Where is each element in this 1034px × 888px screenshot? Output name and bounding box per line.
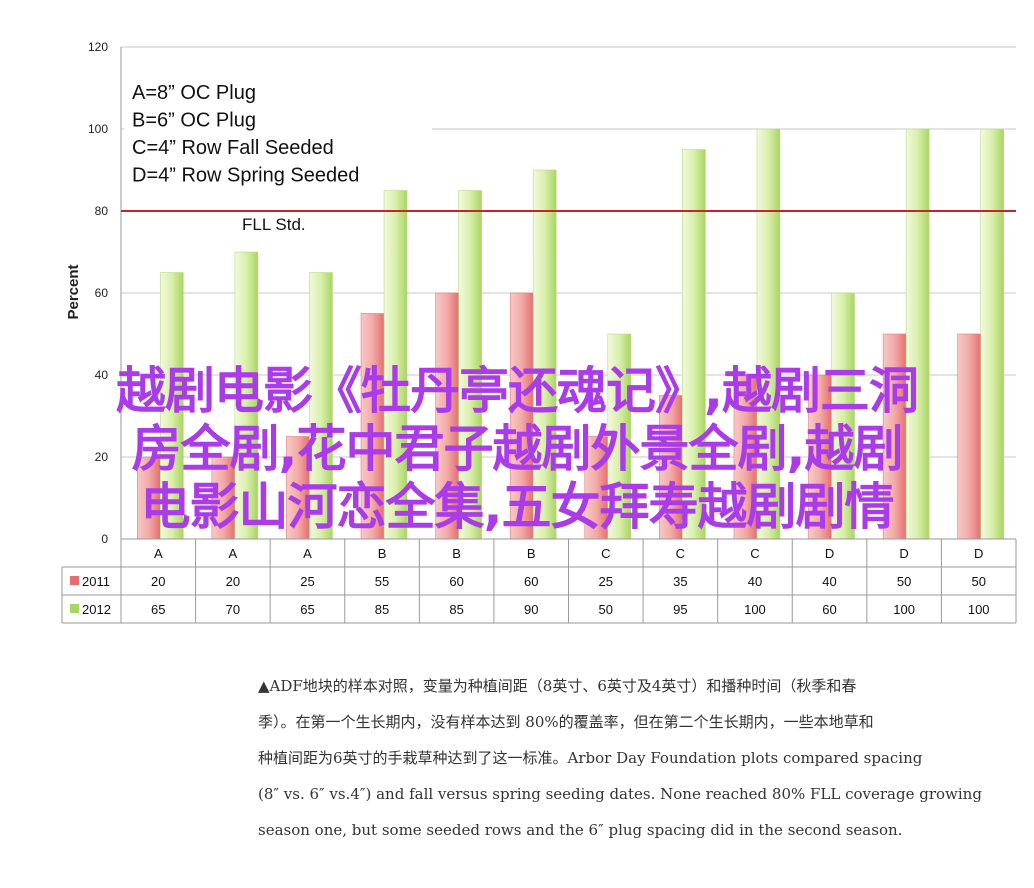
overlay-line: 越剧电影《牡丹亭还魂记》,越剧三洞	[116, 362, 919, 420]
legend-label-2012: 2012	[82, 602, 111, 617]
y-tick-label: 0	[101, 532, 108, 546]
x-tick-label: A	[154, 546, 163, 561]
x-tick-label: A	[229, 546, 238, 561]
figure-caption: ▲ADF地块的样本对照，变量为种植间距（8英寸、6英寸及4英寸）和播种时间（秋季…	[258, 668, 1018, 848]
x-tick-label: D	[899, 546, 908, 561]
data-label: 20	[151, 574, 165, 589]
legend-swatch-2012	[70, 604, 79, 613]
data-label: 60	[449, 574, 463, 589]
fll-standard-label: FLL Std.	[242, 215, 306, 234]
x-tick-label: C	[676, 546, 685, 561]
data-label: 35	[673, 574, 687, 589]
data-label: 50	[971, 574, 985, 589]
legend-note-line: C=4” Row Fall Seeded	[132, 137, 334, 159]
y-tick-label: 60	[95, 286, 109, 300]
data-label: 40	[748, 574, 762, 589]
y-tick-label: 20	[95, 450, 109, 464]
y-tick-label: 80	[95, 204, 109, 218]
x-tick-label: C	[601, 546, 610, 561]
x-tick-label: B	[452, 546, 461, 561]
data-label: 25	[300, 574, 314, 589]
x-tick-label: B	[378, 546, 387, 561]
y-tick-label: 40	[95, 368, 109, 382]
data-label: 85	[375, 602, 389, 617]
y-axis-ticks: 0 20 40 60 80 100 120	[88, 40, 108, 546]
data-label: 70	[226, 602, 240, 617]
data-label: 100	[744, 602, 766, 617]
data-label: 20	[226, 574, 240, 589]
data-label: 85	[449, 602, 463, 617]
data-label: 95	[673, 602, 687, 617]
legend-note-background	[124, 74, 432, 190]
y-tick-label: 120	[88, 40, 108, 54]
legend-note-line: D=4” Row Spring Seeded	[132, 165, 359, 187]
caption-line: season one, but some seeded rows and the…	[258, 821, 903, 839]
overlay-title: 越剧电影《牡丹亭还魂记》,越剧三洞 房全剧,花中君子越剧外景全剧,越剧 电影山河…	[0, 362, 1034, 536]
bars	[136, 128, 1005, 540]
data-label: 60	[524, 574, 538, 589]
bar-chart: 0 20 40 60 80 100 120 Percent FLL Std. A=8” OC…	[61, 40, 1017, 624]
data-label: 100	[968, 602, 990, 617]
legend-label-2011: 2011	[82, 574, 110, 589]
x-tick-label: D	[825, 546, 834, 561]
reference-line-group: FLL Std.	[121, 210, 1016, 234]
caption-line: 种植间距为6英寸的手栽草种达到了这一标准。Arbor Day Foundatio…	[258, 749, 923, 767]
data-label: 50	[897, 574, 911, 589]
x-tick-label: C	[750, 546, 759, 561]
data-table: A A A B B B C C C D D D 2011 20 20 25 55 60 60 25 35 40 40 50 50…	[61, 538, 1017, 624]
overlay-line: 房全剧,花中君子越剧外景全剧,越剧	[131, 420, 904, 478]
caption-line: ▲ADF地块的样本对照，变量为种植间距（8英寸、6英寸及4英寸）和播种时间（秋季…	[258, 677, 857, 695]
overlay-line: 电影山河恋全集,五女拜寿越剧剧情	[140, 478, 895, 536]
data-label: 25	[599, 574, 613, 589]
data-label: 60	[822, 602, 836, 617]
legend-note: A=8” OC Plug B=6” OC Plug C=4” Row Fall Se…	[124, 74, 432, 190]
data-label: 50	[599, 602, 613, 617]
x-tick-label: B	[527, 546, 536, 561]
data-label: 65	[151, 602, 165, 617]
legend-swatch-2011	[70, 576, 79, 585]
data-label: 65	[300, 602, 314, 617]
y-tick-label: 100	[88, 122, 108, 136]
y-axis-label: Percent	[65, 264, 82, 319]
data-label: 100	[893, 602, 915, 617]
x-tick-label: A	[303, 546, 312, 561]
caption-line: 季）。在第一个生长期内，没有样本达到 80%的覆盖率，但在第二个生长期内，一些本…	[258, 713, 874, 731]
x-tick-label: D	[974, 546, 983, 561]
data-label: 90	[524, 602, 538, 617]
data-label: 55	[375, 574, 389, 589]
data-label: 40	[822, 574, 836, 589]
caption-line: (8″ vs. 6″ vs.4″) and fall versus spring…	[258, 785, 982, 803]
legend-note-line: A=8” OC Plug	[132, 82, 256, 104]
legend-note-line: B=6” OC Plug	[132, 110, 256, 132]
